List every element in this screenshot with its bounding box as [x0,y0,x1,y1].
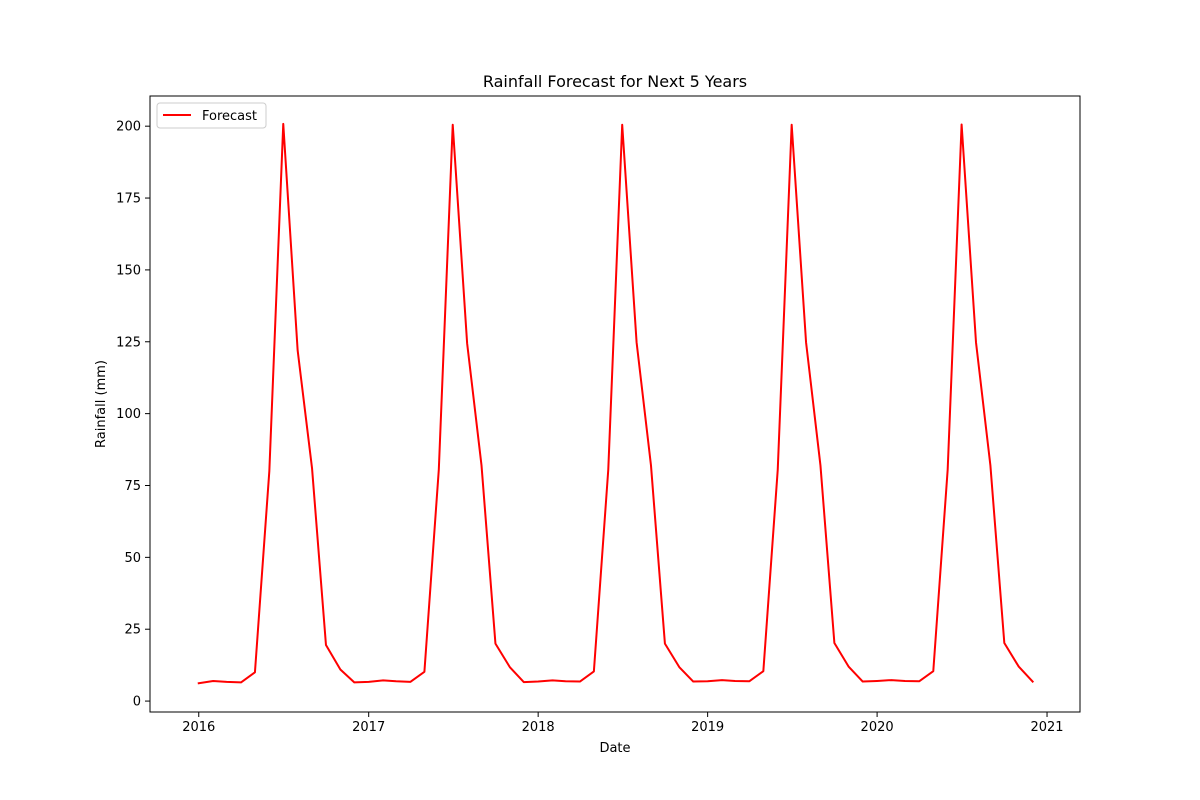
x-tick-label: 2019 [691,720,724,735]
legend-label: Forecast [202,109,257,124]
legend-box [156,102,267,129]
chart-title: Rainfall Forecast for Next 5 Years [483,72,747,91]
x-axis: 2016 2017 2018 2019 2020 2021 [182,712,1064,735]
x-tick-label: 2020 [861,720,894,735]
y-tick-label: 0 [133,695,141,710]
series-layer [197,122,1035,685]
x-tick-label: 2016 [182,720,215,735]
x-tick-label: 2021 [1030,720,1063,735]
plot-background [150,96,1080,712]
x-tick-label: 2017 [352,720,385,735]
y-tick-label: 50 [124,551,141,566]
plot-area [150,96,1080,712]
x-tick-label: 2018 [522,720,555,735]
y-tick-label: 150 [116,263,141,278]
forecast-series-line [197,122,1035,685]
legend: Forecast [156,102,267,129]
y-tick-label: 75 [124,479,141,494]
y-tick-label: 200 [116,120,141,135]
y-tick-label: 25 [124,623,141,638]
y-tick-label: 100 [116,407,141,422]
y-tick-label: 175 [116,192,141,207]
y-axis-label: Rainfall (mm) [94,360,109,448]
x-axis-label: Date [599,741,630,756]
y-tick-label: 125 [116,335,141,350]
y-axis: 0 25 50 75 100 125 150 175 200 [116,120,150,710]
plot-frame [149,95,1081,713]
